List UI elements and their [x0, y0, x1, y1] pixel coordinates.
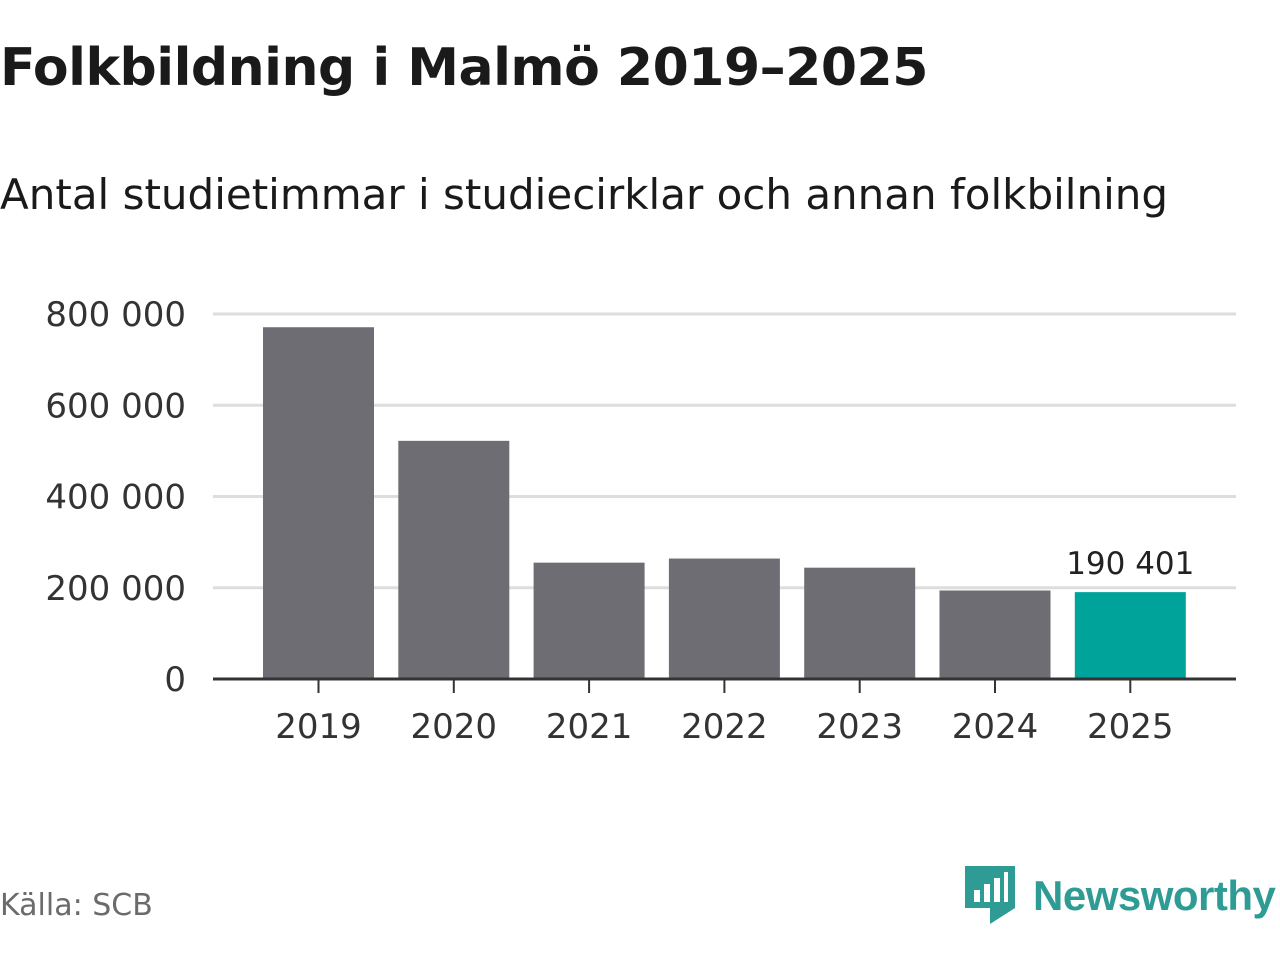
source-note: Källa: SCB: [0, 888, 153, 923]
bar-2025: [1074, 592, 1186, 679]
brand-name: Newsworthy: [1033, 872, 1276, 919]
chart-title: Folkbildning i Malmö 2019–2025: [0, 38, 928, 98]
bar-2023: [804, 567, 916, 679]
x-tick-label: 2025: [1087, 707, 1174, 747]
newsworthy-logo-icon: [965, 866, 1015, 924]
x-tick-label: 2021: [546, 707, 633, 747]
bar-2022: [668, 558, 780, 679]
x-tick-label: 2024: [952, 707, 1039, 747]
y-tick-label: 400 000: [45, 478, 186, 518]
y-tick-label: 800 000: [45, 295, 186, 335]
x-tick-label: 2022: [681, 707, 768, 747]
x-tick-label: 2023: [816, 707, 903, 747]
y-tick-label: 0: [164, 660, 186, 700]
bar-2019: [263, 327, 374, 679]
bar-2024: [939, 590, 1051, 679]
y-tick-label: 600 000: [45, 386, 186, 426]
chart-subtitle: Antal studietimmar i studiecirklar och a…: [0, 170, 1169, 219]
data-label: 190 401: [1066, 546, 1194, 582]
brand-logo: Newsworthy: [965, 866, 1276, 926]
bar-chart: 0 200 000 400 000 600 000 800 000 2019 2020 202…: [45, 295, 1236, 747]
y-tick-label: 200 000: [45, 569, 186, 609]
x-tick-label: 2019: [275, 707, 362, 747]
bar-2021: [533, 562, 645, 679]
bar-2020: [398, 440, 510, 679]
x-tick-label: 2020: [411, 707, 498, 747]
